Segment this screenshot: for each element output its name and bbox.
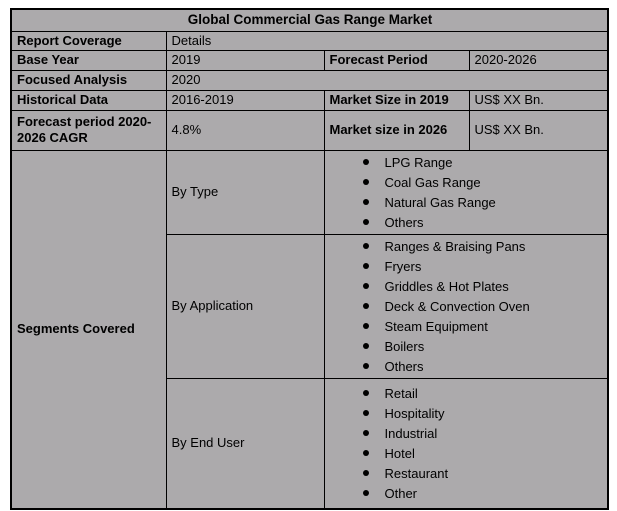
list-item: Steam Equipment <box>362 317 604 337</box>
list-item: Other <box>362 484 604 504</box>
list-item: LPG Range <box>362 153 604 173</box>
label-report-coverage: Report Coverage <box>10 30 167 51</box>
segment-item-label: Others <box>384 358 424 374</box>
bullet-icon <box>362 158 369 165</box>
segment-item-label: Retail <box>384 385 418 401</box>
list-item: Ranges & Braising Pans <box>362 237 604 257</box>
list-item: Deck & Convection Oven <box>362 297 604 317</box>
table-row: Historical Data 2016-2019 Market Size in… <box>10 89 609 111</box>
list-item: Others <box>362 357 604 377</box>
table-row: By Application Ranges & Braising Pans Fr… <box>11 233 609 379</box>
segment-group-by-application: By Application <box>165 233 325 379</box>
label-segments-covered: Segments Covered <box>10 149 167 510</box>
label-market-size-2026: Market size in 2026 <box>323 109 470 151</box>
table-row: Focused Analysis 2020 <box>10 69 609 91</box>
bullet-icon <box>362 178 369 185</box>
list-item: Griddles & Hot Plates <box>362 277 604 297</box>
bullet-list: Ranges & Braising Pans Fryers Griddles &… <box>330 236 604 377</box>
segment-item-label: Deck & Convection Oven <box>384 298 530 314</box>
segment-items-by-application: Ranges & Braising Pans Fryers Griddles &… <box>323 233 609 379</box>
list-item: Industrial <box>362 424 604 444</box>
segment-items-by-end-user: Retail Hospitality Industrial Hotel Rest… <box>323 377 609 510</box>
bullet-list: Retail Hospitality Industrial Hotel Rest… <box>330 383 604 504</box>
value-market-size-2019: US$ XX Bn. <box>468 89 609 111</box>
table-row: By End User Retail Hospitality Industria… <box>11 377 609 510</box>
segment-item-label: Ranges & Braising Pans <box>384 238 526 254</box>
bullet-icon <box>362 389 369 396</box>
segment-item-label: Fryers <box>384 258 422 274</box>
label-historical-data: Historical Data <box>10 89 167 111</box>
segment-item-label: Steam Equipment <box>384 318 488 334</box>
bullet-icon <box>362 218 369 225</box>
segment-group-by-type: By Type <box>165 149 325 235</box>
value-historical-data: 2016-2019 <box>165 89 325 111</box>
label-base-year: Base Year <box>10 49 167 71</box>
list-item: Retail <box>362 384 604 404</box>
value-forecast-period: 2020-2026 <box>468 49 609 71</box>
segment-item-label: LPG Range <box>384 154 453 170</box>
segment-item-label: Griddles & Hot Plates <box>384 278 509 294</box>
segment-group-by-end-user: By End User <box>165 377 325 510</box>
bullet-icon <box>362 198 369 205</box>
segment-item-label: Hotel <box>384 445 415 461</box>
value-report-coverage: Details <box>165 30 609 51</box>
list-item: Restaurant <box>362 464 604 484</box>
bullet-icon <box>362 342 369 349</box>
label-forecast-cagr: Forecast period 2020-2026 CAGR <box>10 109 167 151</box>
table-row: Global Commercial Gas Range Market <box>10 8 609 32</box>
segment-item-label: Other <box>384 485 418 501</box>
list-item: Fryers <box>362 257 604 277</box>
segment-item-label: Restaurant <box>384 465 449 481</box>
bullet-icon <box>362 262 369 269</box>
bullet-icon <box>362 449 369 456</box>
segment-item-label: Boilers <box>384 338 425 354</box>
segment-item-label: Hospitality <box>384 405 445 421</box>
label-focused-analysis: Focused Analysis <box>10 69 167 91</box>
label-forecast-period: Forecast Period <box>323 49 470 71</box>
segment-item-label: Industrial <box>384 425 438 441</box>
bullet-icon <box>362 282 369 289</box>
list-item: Natural Gas Range <box>362 193 604 213</box>
list-item: Coal Gas Range <box>362 173 604 193</box>
table-row: Report Coverage Details <box>10 30 609 51</box>
bullet-list: LPG Range Coal Gas Range Natural Gas Ran… <box>330 152 604 233</box>
value-forecast-cagr: 4.8% <box>165 109 325 151</box>
bullet-icon <box>362 409 369 416</box>
segment-item-label: Coal Gas Range <box>384 174 481 190</box>
market-report-table: Global Commercial Gas Range Market Repor… <box>10 8 610 510</box>
list-item: Hotel <box>362 444 604 464</box>
list-item: Boilers <box>362 337 604 357</box>
label-market-size-2019: Market Size in 2019 <box>323 89 470 111</box>
bullet-icon <box>362 429 369 436</box>
bullet-icon <box>362 489 369 496</box>
bullet-icon <box>362 469 369 476</box>
table-title: Global Commercial Gas Range Market <box>10 8 609 32</box>
bullet-icon <box>362 322 369 329</box>
list-item: Hospitality <box>362 404 604 424</box>
bullet-icon <box>362 362 369 369</box>
list-item: Others <box>362 213 604 233</box>
table-row: Forecast period 2020-2026 CAGR 4.8% Mark… <box>10 109 609 151</box>
table-row: Base Year 2019 Forecast Period 2020-2026 <box>10 49 609 71</box>
bullet-icon <box>362 302 369 309</box>
value-focused-analysis: 2020 <box>165 69 609 91</box>
segment-items-by-type: LPG Range Coal Gas Range Natural Gas Ran… <box>323 149 609 235</box>
segment-item-label: Others <box>384 214 424 230</box>
value-market-size-2026: US$ XX Bn. <box>468 109 609 151</box>
bullet-icon <box>362 242 369 249</box>
segment-item-label: Natural Gas Range <box>384 194 496 210</box>
value-base-year: 2019 <box>165 49 325 71</box>
table-row: Segments Covered By Type LPG Range Coal … <box>10 149 609 510</box>
